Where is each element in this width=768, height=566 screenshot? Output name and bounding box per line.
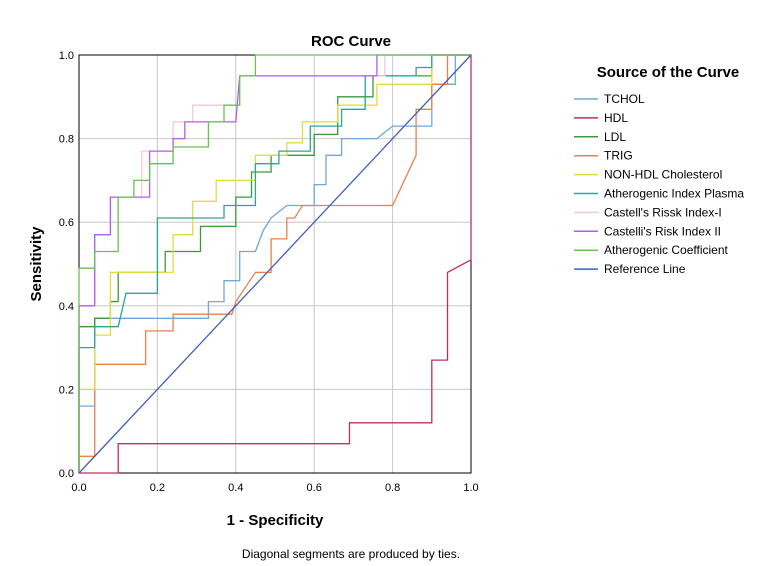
series-line-tchol (78, 54, 471, 473)
legend-label-castell-s-rissk-index-i: Castell's Rissk Index-I (604, 205, 722, 219)
x-tick-label: 0.8 (385, 482, 400, 494)
y-tick-label: 0.8 (59, 134, 74, 146)
x-tick-label: 0.0 (71, 482, 86, 494)
x-tick-label: 0.4 (228, 482, 243, 494)
legend-label-trig: TRIG (604, 149, 633, 163)
y-tick-label: 0.2 (59, 384, 74, 396)
legend-label-reference-line: Reference Line (604, 262, 686, 276)
x-tick-label: 1.0 (463, 482, 478, 494)
x-axis-title: 1 - Specificity (227, 512, 324, 529)
series-line-atherogenic-index-plasma (78, 54, 471, 473)
y-tick-label: 0.4 (59, 301, 74, 313)
legend-label-castelli-s-risk-index-ii: Castelli's Risk Index II (604, 224, 721, 238)
x-tick-label: 0.6 (307, 482, 322, 494)
series-line-reference-line (78, 54, 472, 474)
footnote: Diagonal segments are produced by ties. (242, 547, 460, 561)
tick-labels: 0.0 0.2 0.4 0.6 0.8 1.0 0.0 0.2 0.4 0.6 0.8 1.0 (59, 50, 479, 494)
legend-label-tchol: TCHOL (604, 92, 645, 106)
series-line-hdl (79, 55, 472, 474)
legend-label-non-hdl-cholesterol: NON-HDL Cholesterol (604, 168, 722, 182)
chart-title: ROC Curve (311, 33, 391, 50)
legend-label-ldl: LDL (604, 130, 626, 144)
series-lines (78, 54, 472, 474)
y-axis-title: Sensitivity (28, 226, 45, 302)
legend-label-atherogenic-coefficient: Atherogenic Coefficient (604, 243, 729, 257)
legend-label-atherogenic-index-plasma: Atherogenic Index Plasma (604, 187, 744, 201)
y-tick-label: 1.0 (59, 50, 74, 62)
x-tick-label: 0.2 (150, 482, 165, 494)
grid-lines (79, 55, 471, 473)
legend: TCHOL HDL LDL TRIG NON-HDL Cholesterol Athero… (574, 92, 744, 276)
series-line-atherogenic-coefficient (78, 54, 471, 473)
series-line-trig (78, 54, 471, 473)
y-tick-label: 0.0 (59, 468, 74, 480)
legend-title: Source of the Curve (597, 64, 740, 81)
y-tick-label: 0.6 (59, 217, 74, 229)
legend-label-hdl: HDL (604, 111, 628, 125)
